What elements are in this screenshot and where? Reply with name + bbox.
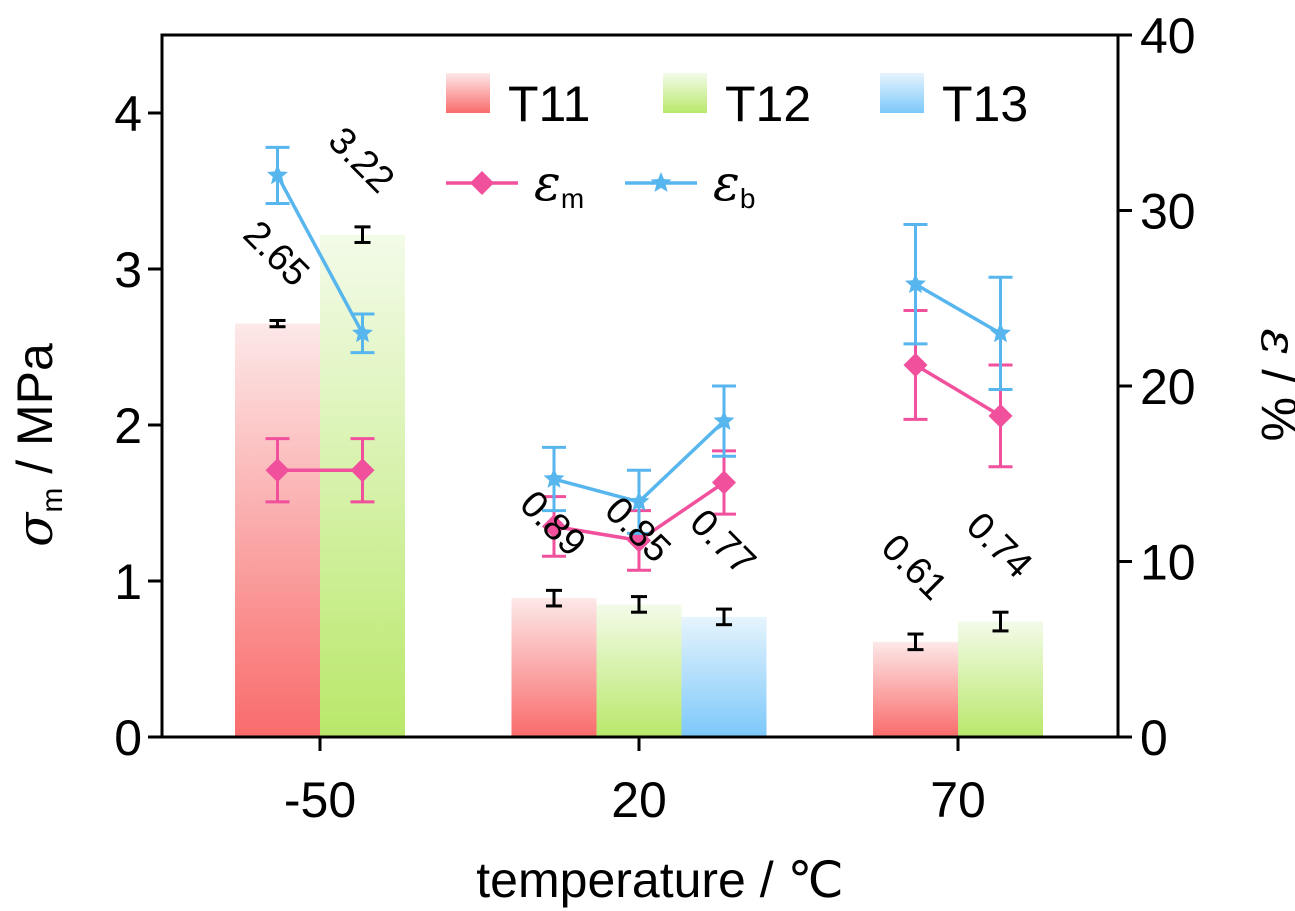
point-eps-b <box>266 147 290 203</box>
svg-text:T12: T12 <box>725 76 811 132</box>
point-eps-b <box>904 225 928 344</box>
legend-item-t13: T13 <box>880 73 1028 132</box>
legend-item-t12: T12 <box>663 73 811 132</box>
svg-text:T11: T11 <box>508 76 590 132</box>
bar-value-label: 0.85 <box>596 489 678 571</box>
bar-t11--50 <box>235 324 320 737</box>
bar-t11-20 <box>512 598 597 737</box>
legend-item-t11: T11 <box>446 73 590 132</box>
strength-strain-chart: 01234010203040-50 20 70 2.650.890.613.220.… <box>0 0 1295 911</box>
x-axis-title: temperature / ℃ <box>476 852 843 908</box>
bar-value-label: 0.74 <box>958 505 1040 587</box>
y-right-tick-label: 0 <box>1140 710 1168 766</box>
y-left-tick-label: 4 <box>114 86 142 142</box>
y-left-tick-label: 3 <box>114 242 142 298</box>
y-axis-left-title: σm / MPa <box>6 343 69 547</box>
bar-t13-20 <box>682 617 767 737</box>
svg-text:εb: εb <box>713 154 755 214</box>
y-left-tick-label: 1 <box>114 554 142 610</box>
bar-value-label: 0.77 <box>681 502 763 584</box>
legend-item-eps-b: εb <box>625 154 755 214</box>
y-right-tick-label: 10 <box>1140 535 1196 591</box>
bar-t12-70 <box>958 622 1043 737</box>
line-eps-b-segment <box>916 284 1001 333</box>
y-left-tick-label: 2 <box>114 398 142 454</box>
y-right-tick-label: 30 <box>1140 184 1196 240</box>
y-left-tick-label: 0 <box>114 710 142 766</box>
x-tick-label: 20 <box>611 772 667 828</box>
x-tick-label: -50 <box>284 772 356 828</box>
svg-text:T13: T13 <box>942 76 1028 132</box>
point-eps-b <box>989 277 1013 389</box>
point-eps-b <box>712 386 736 456</box>
line-eps-m-segment <box>916 365 1001 416</box>
bar-value-label: 0.89 <box>511 483 593 565</box>
bar-value-label: 0.61 <box>873 527 955 609</box>
y-axis-right-title: ε / % <box>1250 329 1295 442</box>
legend-item-eps-m: εm <box>446 154 584 214</box>
legend: T11 T12 T13 εm εb <box>446 73 1028 214</box>
bar-t11-70 <box>873 642 958 737</box>
y-right-tick-label: 20 <box>1140 359 1196 415</box>
x-tick-label: 70 <box>930 772 986 828</box>
bar-value-label: 3.22 <box>320 119 402 201</box>
bar-t12-20 <box>597 604 682 737</box>
svg-text:εm: εm <box>534 154 584 214</box>
y-right-tick-label: 40 <box>1140 8 1196 64</box>
